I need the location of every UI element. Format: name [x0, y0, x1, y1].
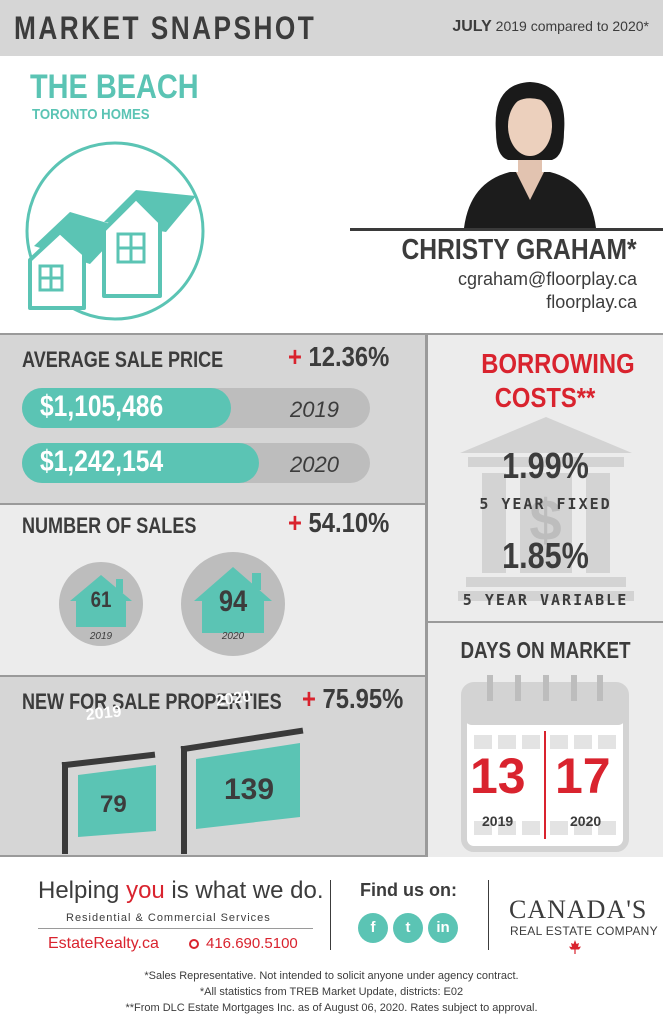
- price-year-2019: 2019: [290, 397, 339, 422]
- house-circle-2019-icon: [59, 562, 143, 646]
- month-label: JULY: [452, 18, 492, 35]
- days-on-market-panel: DAYS ON MARKET 13 17 2019 2020: [428, 623, 663, 857]
- number-of-sales-change: + 54.10%: [288, 507, 389, 539]
- tagline-divider: [38, 928, 313, 929]
- days-on-market-title: DAYS ON MARKET: [460, 637, 631, 663]
- comparison-text: 2019 compared to 2020*: [495, 18, 649, 34]
- new-sale-value-2020: 139: [224, 773, 275, 806]
- new-sale-value-2019: 79: [100, 791, 127, 818]
- price-year-2020: 2020: [290, 452, 339, 477]
- agent-name: CHRISTY GRAHAM*: [401, 234, 637, 266]
- new-sale-year-2019: 2019: [85, 703, 123, 724]
- phone-link[interactable]: 416.690.5100: [206, 935, 298, 952]
- header-band: [0, 0, 663, 56]
- plus-sign: +: [288, 507, 302, 538]
- variable-rate-label: 5 YEAR VARIABLE: [462, 591, 629, 609]
- note-sales-rep: *Sales Representative. Not intended to s…: [144, 970, 519, 982]
- tagline-start: Helping: [38, 877, 127, 904]
- sales-value-2019: 61: [90, 587, 112, 612]
- area-subtitle: TORONTO HOMES: [32, 106, 150, 123]
- calendar-icon: [461, 675, 629, 852]
- footer-separator-2: [488, 880, 489, 950]
- services-text: Residential & Commercial Services: [66, 912, 271, 924]
- facebook-icon[interactable]: f: [358, 913, 388, 943]
- borrowing-costs-panel: BORROWING COSTS** $ 1.99% 5 YEAR FIXED 1…: [428, 333, 663, 623]
- brand-name: CANADA'S: [509, 895, 648, 924]
- agent-photo: [452, 70, 607, 228]
- footer-separator-1: [330, 880, 331, 950]
- tagline-you: you: [126, 877, 165, 904]
- tagline-end: is what we do.: [164, 877, 324, 904]
- price-value-2019: $1,105,486: [40, 390, 164, 423]
- sales-value-2020: 94: [218, 585, 248, 618]
- days-value-2019: 13: [470, 748, 526, 804]
- tagline: Helping you is what we do.: [38, 877, 324, 905]
- borrowing-title: BORROWING COSTS**: [481, 348, 635, 413]
- sales-year-2020: 2020: [221, 631, 245, 642]
- price-bar-2020: [22, 443, 370, 483]
- plus-sign: +: [288, 341, 302, 372]
- twitter-icon[interactable]: t: [393, 913, 423, 943]
- average-sale-price-change: + 12.36%: [288, 341, 389, 373]
- change-value: 75.95%: [322, 683, 404, 714]
- price-bar-fill-2020: [22, 443, 259, 483]
- new-for-sale-change: + 75.95%: [302, 683, 403, 715]
- plus-sign: +: [302, 683, 316, 714]
- note-statistics: *All statistics from TREB Market Update,…: [199, 986, 464, 998]
- houses-circle-icon: [25, 141, 205, 321]
- note-mortgage: **From DLC Estate Mortgages Inc. as of A…: [125, 1002, 538, 1014]
- agent-divider: [350, 228, 663, 231]
- area-name: THE BEACH: [30, 68, 199, 106]
- fixed-rate-label: 5 YEAR FIXED: [479, 495, 612, 513]
- change-value: 12.36%: [308, 341, 390, 372]
- variable-rate-value: 1.85%: [502, 535, 589, 576]
- find-us-label: Find us on:: [360, 880, 457, 900]
- average-sale-price-label: AVERAGE SALE PRICE: [22, 347, 224, 372]
- price-value-2020: $1,242,154: [40, 445, 164, 478]
- days-year-2020: 2020: [570, 813, 602, 829]
- agent-website-link[interactable]: floorplay.ca: [546, 292, 637, 312]
- days-value-2020: 17: [555, 748, 611, 804]
- house-circle-2020-icon: [181, 552, 285, 656]
- new-for-sale-label: NEW FOR SALE PROPERTIES: [22, 689, 282, 714]
- average-sale-price-panel: AVERAGE SALE PRICE + 12.36% $1,105,486 2…: [0, 333, 425, 505]
- agent-email-link[interactable]: cgraham@floorplay.ca: [457, 269, 637, 289]
- phone-icon: [189, 939, 199, 949]
- comparison-subtitle: JULY 2019 compared to 2020*: [452, 18, 649, 36]
- number-of-sales-label: NUMBER OF SALES: [22, 513, 197, 538]
- for-sale-signs-icon: [61, 727, 304, 854]
- linkedin-icon[interactable]: in: [428, 913, 458, 943]
- fixed-rate-value: 1.99%: [502, 445, 589, 486]
- website-link[interactable]: EstateRealty.ca: [48, 935, 159, 952]
- brand-tagline: REAL ESTATE COMPANY: [510, 924, 658, 938]
- change-value: 54.10%: [308, 507, 390, 538]
- sales-year-2019: 2019: [89, 631, 113, 642]
- price-bar-2019: [22, 388, 370, 428]
- price-bar-fill-2019: [22, 388, 231, 428]
- page-title: MARKET SNAPSHOT: [14, 10, 317, 46]
- number-of-sales-panel: NUMBER OF SALES + 54.10% 61 2019 94 2020: [0, 505, 425, 677]
- agent-portrait-icon: [464, 82, 596, 228]
- bank-icon: [458, 417, 634, 601]
- days-year-2019: 2019: [482, 813, 514, 829]
- maple-leaf-icon: [569, 940, 581, 954]
- column-divider: [425, 333, 428, 857]
- bank-dollar-sign: $: [529, 488, 562, 553]
- new-for-sale-panel: NEW FOR SALE PROPERTIES + 75.95% 2019 20…: [0, 677, 425, 857]
